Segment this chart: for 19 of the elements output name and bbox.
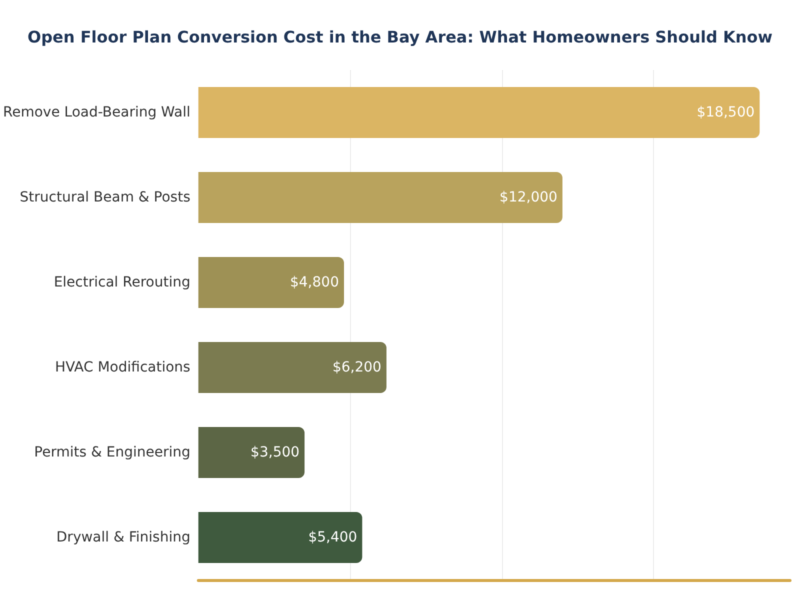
bar [198,427,305,478]
data-label: $4,800 [290,274,339,290]
bar [198,342,386,393]
y-tick-label: Remove Load-Bearing Wall [3,104,190,120]
chart-title: Open Floor Plan Conversion Cost in the Bay Area: What Homeowners Should Know [27,28,773,46]
y-tick-label: Drywall & Finishing [56,530,190,546]
data-label: $5,400 [308,530,358,546]
bar [198,87,760,138]
data-label: $12,000 [500,190,558,206]
data-label: $3,500 [250,444,300,460]
bar [198,172,562,223]
data-label: $6,200 [332,360,382,376]
data-label: $18,500 [696,104,755,120]
bar [198,257,344,308]
y-tick-label: Permits & Engineering [34,444,190,460]
bar [198,512,362,563]
y-tick-label: Structural Beam & Posts [20,190,190,206]
y-tick-label: Electrical Rerouting [54,274,190,290]
y-tick-label: HVAC Modifications [54,360,190,376]
